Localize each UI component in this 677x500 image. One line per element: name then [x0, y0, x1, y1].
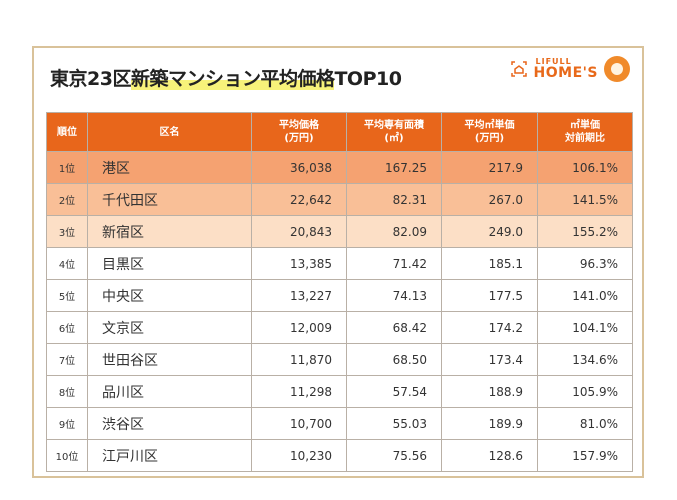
avg-area-cell: 74.13	[346, 279, 442, 312]
ward-name-cell: 新宿区	[87, 215, 252, 248]
avg-area-cell: 55.03	[346, 407, 442, 440]
rank-cell: 3位	[46, 215, 88, 248]
ward-name-cell: 世田谷区	[87, 343, 252, 376]
unit-price-cell: 174.2	[441, 311, 538, 344]
ward-name-cell: 目黒区	[87, 247, 252, 280]
infographic-frame: 東京23区新築マンション平均価格TOP10 LIFULL HOME'S 順位 区名平…	[32, 46, 644, 478]
yoy-ratio-cell: 81.0%	[537, 407, 633, 440]
rank-cell: 1位	[46, 151, 88, 184]
unit-price-cell: 189.9	[441, 407, 538, 440]
table-row: 7位 世田谷区 11,870 68.50 173.4 134.6%	[46, 343, 633, 376]
column-header: 順位	[46, 112, 88, 152]
avg-area-cell: 68.42	[346, 311, 442, 344]
table-row: 10位 江戸川区 10,230 75.56 128.6 157.9%	[46, 439, 633, 472]
unit-price-cell: 128.6	[441, 439, 538, 472]
ward-name-cell: 渋谷区	[87, 407, 252, 440]
avg-area-cell: 68.50	[346, 343, 442, 376]
yoy-ratio-cell: 106.1%	[537, 151, 633, 184]
avg-price-cell: 20,843	[251, 215, 347, 248]
yoy-ratio-cell: 105.9%	[537, 375, 633, 408]
mascot-icon	[604, 56, 630, 82]
unit-price-cell: 173.4	[441, 343, 538, 376]
logo-big-text: HOME'S	[533, 65, 598, 81]
table-row: 5位 中央区 13,227 74.13 177.5 141.0%	[46, 279, 633, 312]
avg-area-cell: 71.42	[346, 247, 442, 280]
avg-area-cell: 82.09	[346, 215, 442, 248]
avg-price-cell: 12,009	[251, 311, 347, 344]
lifull-homes-logo: LIFULL HOME'S	[510, 56, 630, 82]
ward-name-cell: 千代田区	[87, 183, 252, 216]
ward-name-cell: 江戸川区	[87, 439, 252, 472]
table-row: 1位 港区 36,038 167.25 217.9 106.1%	[46, 151, 633, 184]
avg-area-cell: 57.54	[346, 375, 442, 408]
avg-price-cell: 36,038	[251, 151, 347, 184]
unit-price-cell: 217.9	[441, 151, 538, 184]
unit-price-cell: 177.5	[441, 279, 538, 312]
column-header: ㎡単価 対前期比	[537, 112, 633, 152]
yoy-ratio-cell: 157.9%	[537, 439, 633, 472]
rank-cell: 10位	[46, 439, 88, 472]
yoy-ratio-cell: 141.0%	[537, 279, 633, 312]
title-prefix: 東京23区	[50, 68, 131, 90]
rank-cell: 5位	[46, 279, 88, 312]
avg-price-cell: 10,700	[251, 407, 347, 440]
rank-cell: 4位	[46, 247, 88, 280]
column-header: 区名	[87, 112, 252, 152]
column-header: 平均専有面積 (㎡)	[346, 112, 442, 152]
rank-cell: 2位	[46, 183, 88, 216]
avg-price-cell: 11,870	[251, 343, 347, 376]
ward-name-cell: 文京区	[87, 311, 252, 344]
ranking-table: 順位 区名 平均価格 (万円) 平均専有面積 (㎡) 平均㎡単価 (万円) ㎡単価 対前期…	[46, 112, 633, 472]
logo-small-text: LIFULL	[535, 57, 572, 66]
yoy-ratio-cell: 96.3%	[537, 247, 633, 280]
table-row: 8位 品川区 11,298 57.54 188.9 105.9%	[46, 375, 633, 408]
avg-area-cell: 82.31	[346, 183, 442, 216]
unit-price-cell: 249.0	[441, 215, 538, 248]
column-header: 平均㎡単価 (万円)	[441, 112, 538, 152]
avg-price-cell: 10,230	[251, 439, 347, 472]
yoy-ratio-cell: 104.1%	[537, 311, 633, 344]
title-highlight: 新築マンション平均価格	[130, 68, 335, 90]
avg-area-cell: 167.25	[346, 151, 442, 184]
table-header-row: 順位 区名 平均価格 (万円) 平均専有面積 (㎡) 平均㎡単価 (万円) ㎡単価 対前期…	[46, 112, 633, 152]
table-row: 6位 文京区 12,009 68.42 174.2 104.1%	[46, 311, 633, 344]
avg-price-cell: 13,227	[251, 279, 347, 312]
yoy-ratio-cell: 134.6%	[537, 343, 633, 376]
rank-cell: 8位	[46, 375, 88, 408]
ward-name-cell: 品川区	[87, 375, 252, 408]
rank-cell: 6位	[46, 311, 88, 344]
unit-price-cell: 267.0	[441, 183, 538, 216]
yoy-ratio-cell: 141.5%	[537, 183, 633, 216]
unit-price-cell: 188.9	[441, 375, 538, 408]
table-row: 9位 渋谷区 10,700 55.03 189.9 81.0%	[46, 407, 633, 440]
table-row: 3位 新宿区 20,843 82.09 249.0 155.2%	[46, 215, 633, 248]
table-row: 2位 千代田区 22,642 82.31 267.0 141.5%	[46, 183, 633, 216]
ward-name-cell: 港区	[87, 151, 252, 184]
avg-area-cell: 75.56	[346, 439, 442, 472]
column-header: 平均価格 (万円)	[251, 112, 347, 152]
avg-price-cell: 22,642	[251, 183, 347, 216]
rank-cell: 9位	[46, 407, 88, 440]
ward-name-cell: 中央区	[87, 279, 252, 312]
avg-price-cell: 11,298	[251, 375, 347, 408]
yoy-ratio-cell: 155.2%	[537, 215, 633, 248]
unit-price-cell: 185.1	[441, 247, 538, 280]
title-suffix: TOP10	[334, 68, 402, 90]
table-row: 4位 目黒区 13,385 71.42 185.1 96.3%	[46, 247, 633, 280]
page-title: 東京23区新築マンション平均価格TOP10	[50, 64, 402, 91]
avg-price-cell: 13,385	[251, 247, 347, 280]
house-icon	[510, 61, 527, 77]
rank-cell: 7位	[46, 343, 88, 376]
